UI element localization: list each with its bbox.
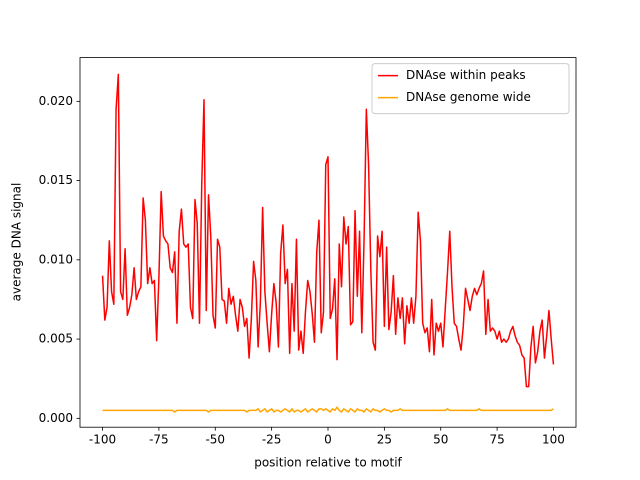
x-tick-label: 100 bbox=[542, 433, 565, 447]
y-tick-label: 0.010 bbox=[39, 252, 73, 266]
y-tick-label: 0.005 bbox=[39, 332, 73, 346]
series-line bbox=[101, 73, 555, 388]
x-tick-label: 50 bbox=[433, 433, 448, 447]
x-tick-label: 0 bbox=[324, 433, 332, 447]
y-tick-label: 0.020 bbox=[39, 94, 73, 108]
x-tick-label: 75 bbox=[489, 433, 504, 447]
plot-area bbox=[101, 73, 555, 413]
x-tick-label: -50 bbox=[205, 433, 225, 447]
series-line bbox=[102, 406, 554, 413]
x-tick-label: -75 bbox=[149, 433, 169, 447]
x-tick-label: -100 bbox=[89, 433, 116, 447]
x-axis-label: position relative to motif bbox=[254, 456, 402, 470]
legend-box bbox=[371, 63, 570, 115]
y-axis-label: average DNA signal bbox=[10, 183, 24, 302]
x-tick-label: 25 bbox=[377, 433, 392, 447]
y-tick-label: 0.000 bbox=[39, 411, 73, 425]
y-tick-label: 0.015 bbox=[39, 173, 73, 187]
x-tick-label: -25 bbox=[262, 433, 282, 447]
legend-label: DNAse genome wide bbox=[406, 90, 531, 104]
legend-label: DNAse within peaks bbox=[406, 68, 526, 82]
